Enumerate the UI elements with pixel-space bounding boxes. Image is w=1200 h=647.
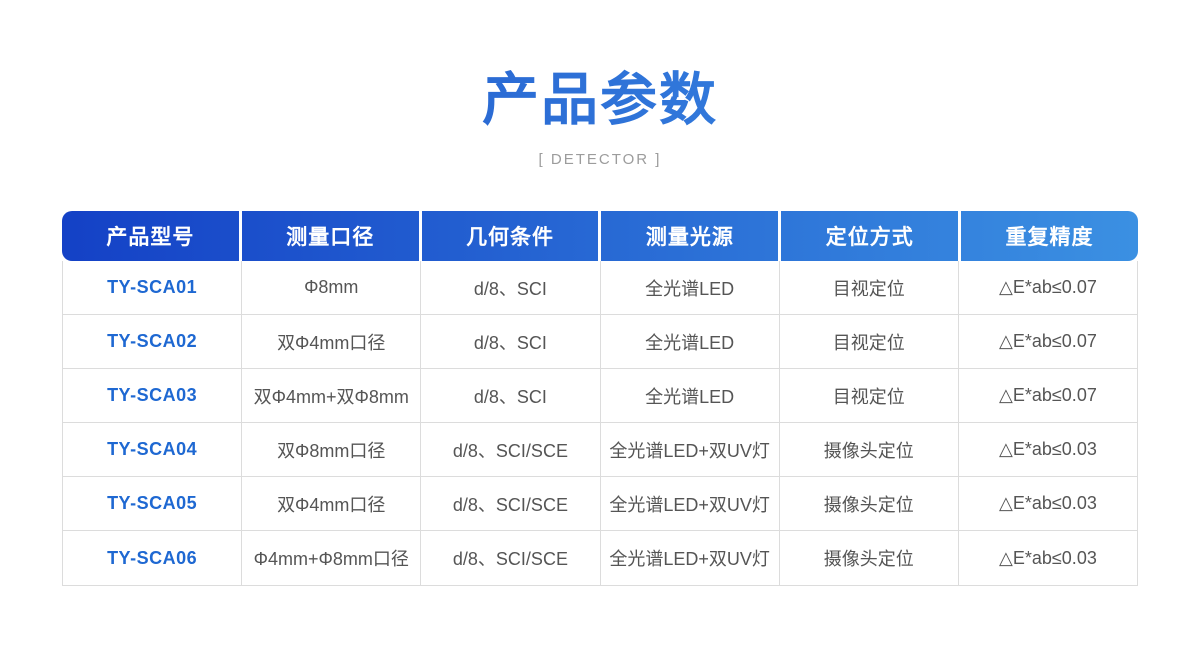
cell-repeatability: △E*ab≤0.03 [957,423,1137,476]
cell-geometry: d/8、SCI/SCE [420,477,599,530]
cell-repeatability: △E*ab≤0.07 [957,369,1137,422]
cell-light-source: 全光谱LED [599,261,779,314]
cell-repeatability: △E*ab≤0.07 [957,315,1137,368]
cell-geometry: d/8、SCI [420,315,599,368]
cell-light-source: 全光谱LED+双UV灯 [599,477,779,530]
column-header-geometry: 几何条件 [418,211,599,261]
cell-positioning: 摄像头定位 [778,531,958,585]
cell-geometry: d/8、SCI/SCE [420,423,599,476]
cell-model: TY-SCA03 [107,385,198,405]
cell-aperture: 双Φ4mm+双Φ8mm [241,369,420,422]
table-row: TY-SCA04 双Φ8mm口径 d/8、SCI/SCE 全光谱LED+双UV灯… [63,423,1137,477]
cell-geometry: d/8、SCI [420,261,599,314]
cell-aperture: Φ8mm [241,261,420,314]
cell-repeatability: △E*ab≤0.07 [957,261,1137,314]
page-subtitle: [ DETECTOR ] [538,151,662,168]
column-header-repeatability: 重复精度 [958,211,1138,261]
cell-light-source: 全光谱LED+双UV灯 [599,531,779,585]
column-header-light-source: 测量光源 [598,211,778,261]
cell-model: TY-SCA02 [107,331,198,351]
cell-repeatability: △E*ab≤0.03 [957,531,1137,585]
column-header-aperture: 测量口径 [238,211,419,261]
column-header-model: 产品型号 [106,226,195,249]
cell-positioning: 摄像头定位 [778,477,958,530]
cell-aperture: 双Φ4mm口径 [241,477,420,530]
cell-repeatability: △E*ab≤0.03 [957,477,1137,530]
product-spec-table: 产品型号 测量口径 几何条件 测量光源 定位方式 重复精度 TY-SCA01 Φ… [62,211,1138,586]
cell-aperture: 双Φ4mm口径 [241,315,420,368]
cell-aperture: 双Φ8mm口径 [241,423,420,476]
cell-positioning: 目视定位 [778,369,958,422]
cell-aperture: Φ4mm+Φ8mm口径 [241,531,420,585]
column-header-positioning: 定位方式 [778,211,958,261]
cell-positioning: 摄像头定位 [778,423,958,476]
table-row: TY-SCA02 双Φ4mm口径 d/8、SCI 全光谱LED 目视定位 △E*… [63,315,1137,369]
cell-positioning: 目视定位 [778,261,958,314]
table-body: TY-SCA01 Φ8mm d/8、SCI 全光谱LED 目视定位 △E*ab≤… [62,261,1138,586]
table-row: TY-SCA01 Φ8mm d/8、SCI 全光谱LED 目视定位 △E*ab≤… [63,261,1137,315]
table-row: TY-SCA06 Φ4mm+Φ8mm口径 d/8、SCI/SCE 全光谱LED+… [63,531,1137,585]
cell-model: TY-SCA04 [107,439,198,459]
cell-light-source: 全光谱LED [599,315,779,368]
cell-light-source: 全光谱LED+双UV灯 [599,423,779,476]
table-row: TY-SCA03 双Φ4mm+双Φ8mm d/8、SCI 全光谱LED 目视定位… [63,369,1137,423]
cell-geometry: d/8、SCI [420,369,599,422]
cell-model: TY-SCA05 [107,493,198,513]
cell-geometry: d/8、SCI/SCE [420,531,599,585]
cell-light-source: 全光谱LED [599,369,779,422]
cell-positioning: 目视定位 [778,315,958,368]
table-header-row: 产品型号 测量口径 几何条件 测量光源 定位方式 重复精度 [62,211,1138,261]
table-row: TY-SCA05 双Φ4mm口径 d/8、SCI/SCE 全光谱LED+双UV灯… [63,477,1137,531]
page-title: 产品参数 [0,60,1200,140]
cell-model: TY-SCA01 [107,277,198,297]
cell-model: TY-SCA06 [107,547,198,568]
